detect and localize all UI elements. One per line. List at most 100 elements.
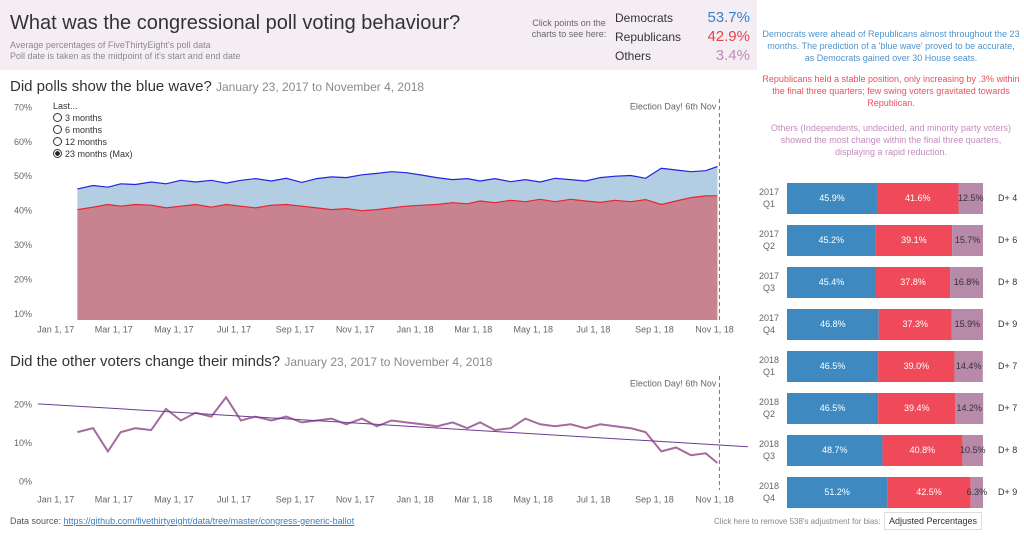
bar-segment bbox=[787, 393, 879, 424]
category-label: 2018 Q4 bbox=[758, 481, 780, 503]
value-label: 46.5% bbox=[820, 361, 846, 371]
value-label: 45.4% bbox=[819, 277, 845, 287]
footer-source: Data source: https://github.com/fivethir… bbox=[10, 516, 354, 526]
value-label: 37.3% bbox=[903, 319, 929, 329]
radio[interactable] bbox=[53, 149, 62, 158]
x-tick-label: Nov 1, 18 bbox=[695, 324, 734, 334]
x-tick-label: Jul 1, 18 bbox=[576, 494, 610, 504]
y-tick-label: 60% bbox=[14, 137, 32, 147]
bar-segment bbox=[951, 309, 983, 340]
option-label[interactable]: 3 months bbox=[65, 113, 103, 123]
note: Others (Independents, undecided, and min… bbox=[770, 123, 1012, 157]
bar-segment bbox=[887, 477, 971, 508]
value-label: 6.3% bbox=[967, 487, 988, 497]
x-tick-label: May 1, 18 bbox=[514, 324, 554, 334]
bar-segment bbox=[787, 309, 879, 340]
toggle-hint: Click here to remove 538's adjustment fo… bbox=[714, 517, 881, 526]
bar-segment bbox=[875, 225, 953, 256]
filter-option[interactable]: 12 months bbox=[53, 137, 107, 147]
value-label: 40.8% bbox=[910, 445, 936, 455]
line bbox=[77, 165, 718, 190]
bar-segment bbox=[962, 435, 983, 466]
source-label: Data source: bbox=[10, 516, 62, 526]
bar-segment bbox=[970, 477, 983, 508]
value-label: 12.5% bbox=[958, 193, 984, 203]
value-label: 15.9% bbox=[955, 319, 981, 329]
value-label: 16.8% bbox=[954, 277, 980, 287]
category-label: 2018 Q3 bbox=[758, 439, 780, 461]
value-label: 46.8% bbox=[820, 319, 846, 329]
margin-label: D+ 7 bbox=[998, 361, 1017, 371]
x-tick-label: Jan 1, 18 bbox=[397, 494, 434, 504]
header-panel bbox=[0, 0, 757, 70]
bar-segment bbox=[878, 309, 952, 340]
x-tick-label: Nov 1, 18 bbox=[695, 494, 734, 504]
value-label: 48.7% bbox=[822, 445, 848, 455]
filter-option[interactable]: 6 months bbox=[53, 125, 102, 135]
y-tick-label: 20% bbox=[14, 399, 32, 409]
y-tick-label: 30% bbox=[14, 240, 32, 250]
option-label[interactable]: 6 months bbox=[65, 125, 103, 135]
radio[interactable] bbox=[53, 113, 62, 122]
bar-segment bbox=[954, 351, 983, 382]
summary-name: Republicans bbox=[615, 30, 682, 44]
line bbox=[77, 195, 718, 212]
x-tick-label: May 1, 17 bbox=[154, 494, 194, 504]
summary-value: 3.4% bbox=[715, 47, 750, 64]
bar-segment bbox=[950, 267, 983, 298]
margin-label: D+ 9 bbox=[998, 319, 1017, 329]
y-tick-label: 50% bbox=[14, 171, 32, 181]
toggle-button[interactable]: Adjusted Percentages bbox=[884, 512, 982, 530]
source-link[interactable]: https://github.com/fivethirtyeight/data/… bbox=[63, 516, 355, 526]
value-label: 10.5% bbox=[960, 445, 986, 455]
value-label: 39.1% bbox=[901, 235, 927, 245]
x-tick-label: Mar 1, 17 bbox=[95, 324, 133, 334]
category-label: 2018 Q1 bbox=[758, 355, 780, 377]
category-label: 2017 Q2 bbox=[758, 229, 780, 251]
x-tick-label: Sep 1, 17 bbox=[276, 494, 315, 504]
option-label[interactable]: 12 months bbox=[65, 137, 108, 147]
chart-subtitle: January 23, 2017 to November 4, 2018 bbox=[284, 355, 493, 369]
bar-segment bbox=[882, 435, 963, 466]
value-label: 39.4% bbox=[904, 403, 930, 413]
subtitle: Average percentages of FiveThirtyEight's… bbox=[10, 40, 211, 50]
x-tick-label: Jan 1, 17 bbox=[37, 494, 74, 504]
value-label: 45.2% bbox=[819, 235, 845, 245]
bar-segment bbox=[878, 351, 955, 382]
bar-segment bbox=[787, 477, 888, 508]
value-label: 37.8% bbox=[900, 277, 926, 287]
value-label: 51.2% bbox=[824, 487, 850, 497]
summary-value: 53.7% bbox=[707, 9, 750, 26]
bar-segment bbox=[958, 183, 983, 214]
x-tick-label: Mar 1, 18 bbox=[454, 494, 492, 504]
bar-segment bbox=[878, 393, 956, 424]
x-tick-label: Jul 1, 17 bbox=[217, 494, 251, 504]
x-tick-label: Sep 1, 17 bbox=[276, 324, 315, 334]
filter-option[interactable]: 3 months bbox=[53, 113, 102, 123]
y-tick-label: 10% bbox=[14, 309, 32, 319]
line bbox=[77, 395, 719, 464]
x-tick-label: Sep 1, 18 bbox=[635, 324, 674, 334]
bar-segment bbox=[787, 225, 876, 256]
trend-line bbox=[37, 403, 749, 448]
radio[interactable] bbox=[53, 137, 62, 146]
y-tick-label: 10% bbox=[14, 438, 32, 448]
summary-value: 42.9% bbox=[707, 28, 750, 45]
margin-label: D+ 4 bbox=[998, 193, 1017, 203]
page-title: What was the congressional poll voting b… bbox=[10, 12, 461, 34]
x-tick-label: May 1, 17 bbox=[154, 324, 194, 334]
margin-label: D+ 9 bbox=[998, 487, 1017, 497]
margin-label: D+ 8 bbox=[998, 445, 1017, 455]
option-label[interactable]: 23 months (Max) bbox=[65, 149, 133, 159]
category-label: 2017 Q1 bbox=[758, 187, 780, 209]
filter-option[interactable]: 23 months (Max) bbox=[53, 149, 133, 159]
x-tick-label: Jan 1, 17 bbox=[37, 324, 74, 334]
category-label: 2018 Q2 bbox=[758, 397, 780, 419]
margin-label: D+ 8 bbox=[998, 277, 1017, 287]
x-tick-label: Jul 1, 17 bbox=[217, 324, 251, 334]
bar-segment bbox=[952, 225, 983, 256]
summary-name: Others bbox=[615, 49, 652, 63]
annotation-label: Election Day! 6th Nov bbox=[630, 101, 717, 111]
radio[interactable] bbox=[53, 125, 62, 134]
